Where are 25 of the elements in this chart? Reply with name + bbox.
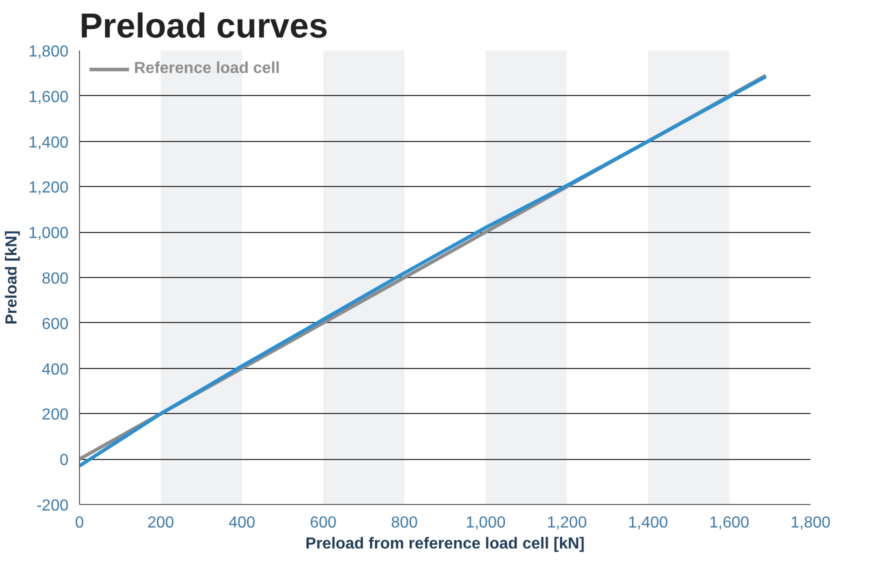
y-tick-label: 1,200 (28, 180, 69, 197)
chart-title: Preload curves (80, 8, 328, 46)
legend-label: Reference load cell (134, 60, 280, 78)
x-tick-label: 800 (391, 514, 418, 532)
y-tick-label: 600 (42, 316, 69, 333)
x-tick-label: 1,200 (546, 514, 587, 532)
x-tick-label: 1,800 (790, 514, 831, 532)
x-tick-label: 600 (310, 514, 337, 532)
y-tick-label: 200 (42, 406, 69, 424)
x-tick-label: 200 (147, 514, 174, 532)
x-axis-title: Preload from reference load cell [kN] (305, 536, 585, 552)
y-tick-label: 1,800 (28, 44, 69, 60)
x-tick-label: 400 (228, 514, 256, 532)
x-tick-label: 1,600 (709, 514, 750, 532)
x-tick-label: 1,000 (466, 514, 506, 532)
y-tick-label: 800 (42, 270, 69, 288)
y-tick-label: 1,000 (28, 225, 69, 242)
y-tick-label: 1,600 (28, 88, 69, 106)
y-axis-title: Preload [kN] (3, 230, 20, 325)
y-tick-label: -200 (36, 498, 69, 514)
y-tick-label: 400 (42, 361, 69, 378)
x-tick-label: 1,400 (628, 514, 668, 532)
x-tick-label: 0 (75, 514, 84, 532)
y-tick-label: 1,400 (28, 134, 69, 152)
y-tick-label: 0 (60, 452, 69, 470)
